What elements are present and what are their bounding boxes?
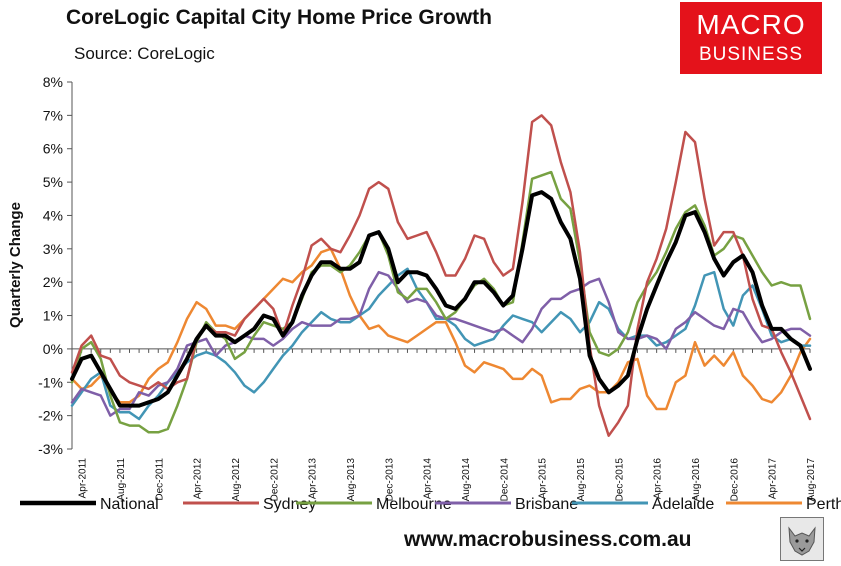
- series-lines: [70, 114, 812, 437]
- legend-label: Perth: [806, 496, 841, 513]
- macro-business-logo[interactable]: MACRO BUSINESS: [680, 2, 822, 74]
- y-axis-label: Quarterly Change: [7, 202, 24, 328]
- y-tick-label: 2%: [43, 274, 63, 290]
- x-tick-label: Dec-2011: [154, 458, 165, 501]
- x-tick-label: Apr-2017: [768, 458, 779, 500]
- x-tick-label: Apr-2013: [308, 458, 319, 500]
- legend-label: National: [100, 496, 159, 513]
- y-tick-label: -2%: [38, 408, 63, 424]
- y-tick-label: 6%: [43, 141, 63, 157]
- x-tick-label: Aug-2016: [691, 458, 702, 502]
- x-tick-label: Aug-2017: [806, 458, 817, 502]
- x-tick-label: Apr-2014: [423, 458, 434, 500]
- chart-subtitle: Source: CoreLogic: [74, 44, 215, 63]
- x-tick-label: Aug-2012: [231, 458, 242, 502]
- legend-item-melbourne: Melbourne: [296, 496, 452, 513]
- y-tick-label: -3%: [38, 441, 63, 457]
- y-axis: -3% -2% -1% 0% 1% 2% 3% 4% 5% 6% 7% 8%: [38, 74, 73, 457]
- series-line-melbourne: [70, 170, 812, 434]
- y-tick-label: 1%: [43, 308, 63, 324]
- series-line-perth: [70, 247, 812, 411]
- legend-item-national: National: [20, 496, 159, 513]
- x-tick-label: Dec-2015: [614, 458, 625, 502]
- x-tick-label: Apr-2016: [653, 458, 664, 500]
- x-tick-label: Dec-2014: [499, 458, 510, 502]
- legend-item-sydney: Sydney: [183, 496, 316, 513]
- website-url[interactable]: www.macrobusiness.com.au: [404, 528, 692, 551]
- x-axis: Apr-2011 Aug-2011 Dec-2011 Apr-2012 Aug-2012…: [71, 348, 817, 502]
- series-line-adelaide: [70, 267, 812, 421]
- x-tick-label: Aug-2015: [576, 458, 587, 502]
- x-tick-label: Dec-2013: [384, 458, 395, 502]
- x-tick-label: Dec-2016: [729, 458, 740, 502]
- legend-label: Sydney: [263, 496, 316, 513]
- x-tick-label: Aug-2014: [461, 458, 472, 502]
- series-line-national: [70, 190, 812, 408]
- y-tick-label: -1%: [38, 374, 63, 390]
- chart-title: CoreLogic Capital City Home Price Growth: [66, 6, 492, 29]
- logo-line-2: BUSINESS: [698, 44, 804, 65]
- y-tick-label: 0%: [43, 341, 63, 357]
- y-tick-label: 5%: [43, 174, 63, 190]
- x-tick-label: Apr-2012: [193, 458, 204, 500]
- x-tick-label: Dec-2012: [269, 458, 280, 502]
- legend-label: Melbourne: [376, 496, 452, 513]
- wolf-logo-icon: [780, 517, 824, 561]
- logo-line-1: MACRO: [696, 9, 806, 40]
- x-tick-label: Apr-2011: [78, 458, 89, 499]
- legend-item-adelaide: Adelaide: [572, 496, 714, 513]
- legend: National Sydney Melbourne Brisbane Adelaide P…: [20, 496, 841, 513]
- y-tick-label: 4%: [43, 207, 63, 223]
- y-tick-label: 7%: [43, 107, 63, 123]
- y-tick-label: 8%: [43, 74, 63, 90]
- x-tick-label: Apr-2015: [538, 458, 549, 500]
- x-tick-label: Aug-2013: [346, 458, 357, 502]
- legend-item-brisbane: Brisbane: [435, 496, 578, 513]
- x-tick-label: Aug-2011: [116, 458, 127, 501]
- legend-item-perth: Perth: [726, 496, 841, 513]
- legend-label: Brisbane: [515, 496, 578, 513]
- y-tick-label: 3%: [43, 241, 63, 257]
- legend-label: Adelaide: [652, 496, 714, 513]
